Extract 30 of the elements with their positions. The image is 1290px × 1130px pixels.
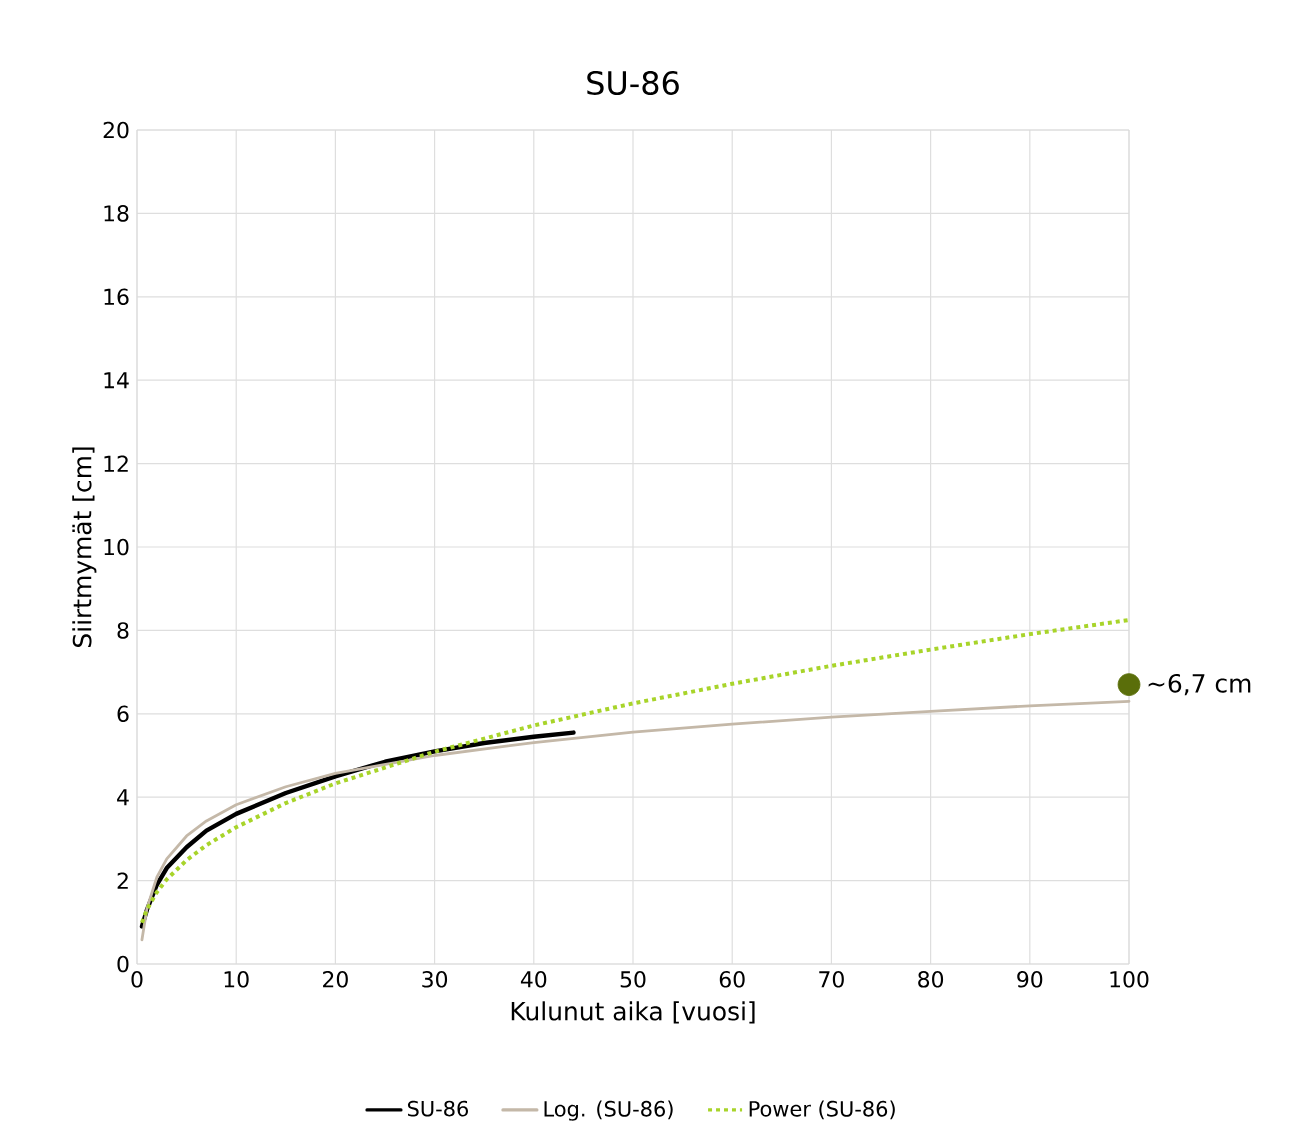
y-tick-label: 16 xyxy=(104,288,129,306)
x-tick-label: 40 xyxy=(520,971,547,988)
chart-title: SU-86 xyxy=(587,70,679,95)
x-tick-label: 80 xyxy=(918,971,944,988)
legend-label: Power (SU-86) xyxy=(749,1100,895,1120)
x-tick-label: 70 xyxy=(819,971,844,988)
legend-label: Log. (SU-86) xyxy=(544,1100,673,1121)
y-tick-label: 6 xyxy=(117,705,129,723)
x-tick-label: 0 xyxy=(131,971,143,988)
line-series xyxy=(140,699,1131,942)
x-tick-label: 20 xyxy=(323,971,348,988)
y-tick-label: 14 xyxy=(104,372,129,389)
y-tick-label: 2 xyxy=(117,872,128,889)
y-axis-title: Siirtmymät [cm] xyxy=(72,447,97,647)
y-tick-label: 0 xyxy=(117,955,129,973)
y-tick-label: 20 xyxy=(103,121,129,139)
y-tick-label: 18 xyxy=(104,205,129,222)
x-tick-label: 10 xyxy=(224,971,249,988)
y-tick-label: 10 xyxy=(104,538,129,556)
y-tick-label: 8 xyxy=(117,622,129,639)
y-tick-label: 12 xyxy=(104,455,128,472)
x-axis-title: Kulunut aika [vuosi] xyxy=(511,1001,755,1024)
x-tick-label: 50 xyxy=(620,971,646,988)
y-tick-label: 4 xyxy=(117,789,129,806)
x-tick-label: 100 xyxy=(1110,971,1149,988)
x-tick-label: 90 xyxy=(1017,971,1043,988)
legend-label: SU-86 xyxy=(407,1100,468,1117)
annotation: ~6,7 cm xyxy=(1148,673,1251,696)
x-tick-label: 30 xyxy=(422,971,448,988)
x-tick-label: 60 xyxy=(719,971,745,988)
